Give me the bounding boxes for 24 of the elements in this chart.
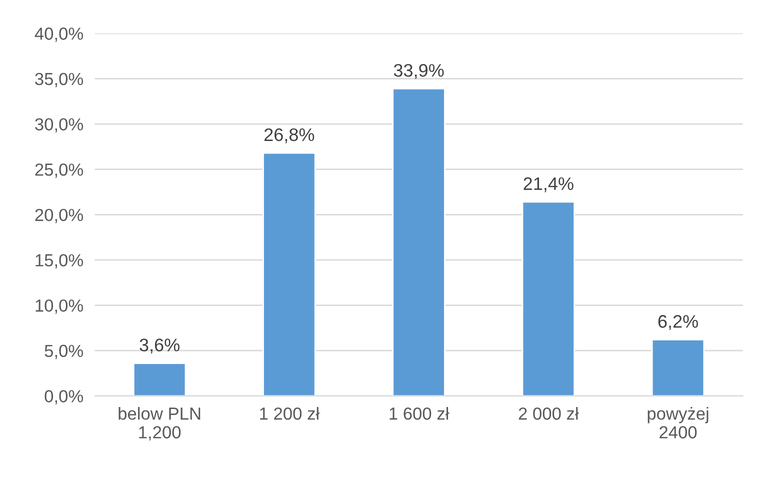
bar <box>132 362 186 396</box>
x-tick-label: 2 000 zł <box>518 407 579 420</box>
data-label: 33,9% <box>394 64 444 79</box>
y-tick-label: 15,0% <box>36 254 84 268</box>
y-tick-label: 0,0% <box>44 390 84 404</box>
data-label: 6,2% <box>658 315 698 330</box>
x-tick-label: 1 600 zł <box>390 407 450 420</box>
bar <box>522 201 576 396</box>
data-label: 21,4% <box>524 177 574 192</box>
y-tick-label: 30,0% <box>35 118 84 133</box>
x-tick-label: below PLN 1,200 <box>118 407 200 441</box>
bar <box>392 88 446 396</box>
y-tick-label: 5,0% <box>44 344 84 360</box>
x-tick-label: powyżej 2400 <box>648 407 708 438</box>
y-tick-label: 20,0% <box>35 208 84 224</box>
x-tick-label: 1 200 zł <box>260 407 320 420</box>
y-tick-label: 40,0% <box>34 28 84 42</box>
y-tick-label: 25,0% <box>35 164 84 178</box>
data-label: 3,6% <box>140 338 180 354</box>
y-tick-label: 35,0% <box>35 72 84 88</box>
bar <box>262 152 316 396</box>
data-label: 26,8% <box>264 128 314 144</box>
bar <box>651 339 705 396</box>
y-tick-label: 10,0% <box>36 299 84 314</box>
